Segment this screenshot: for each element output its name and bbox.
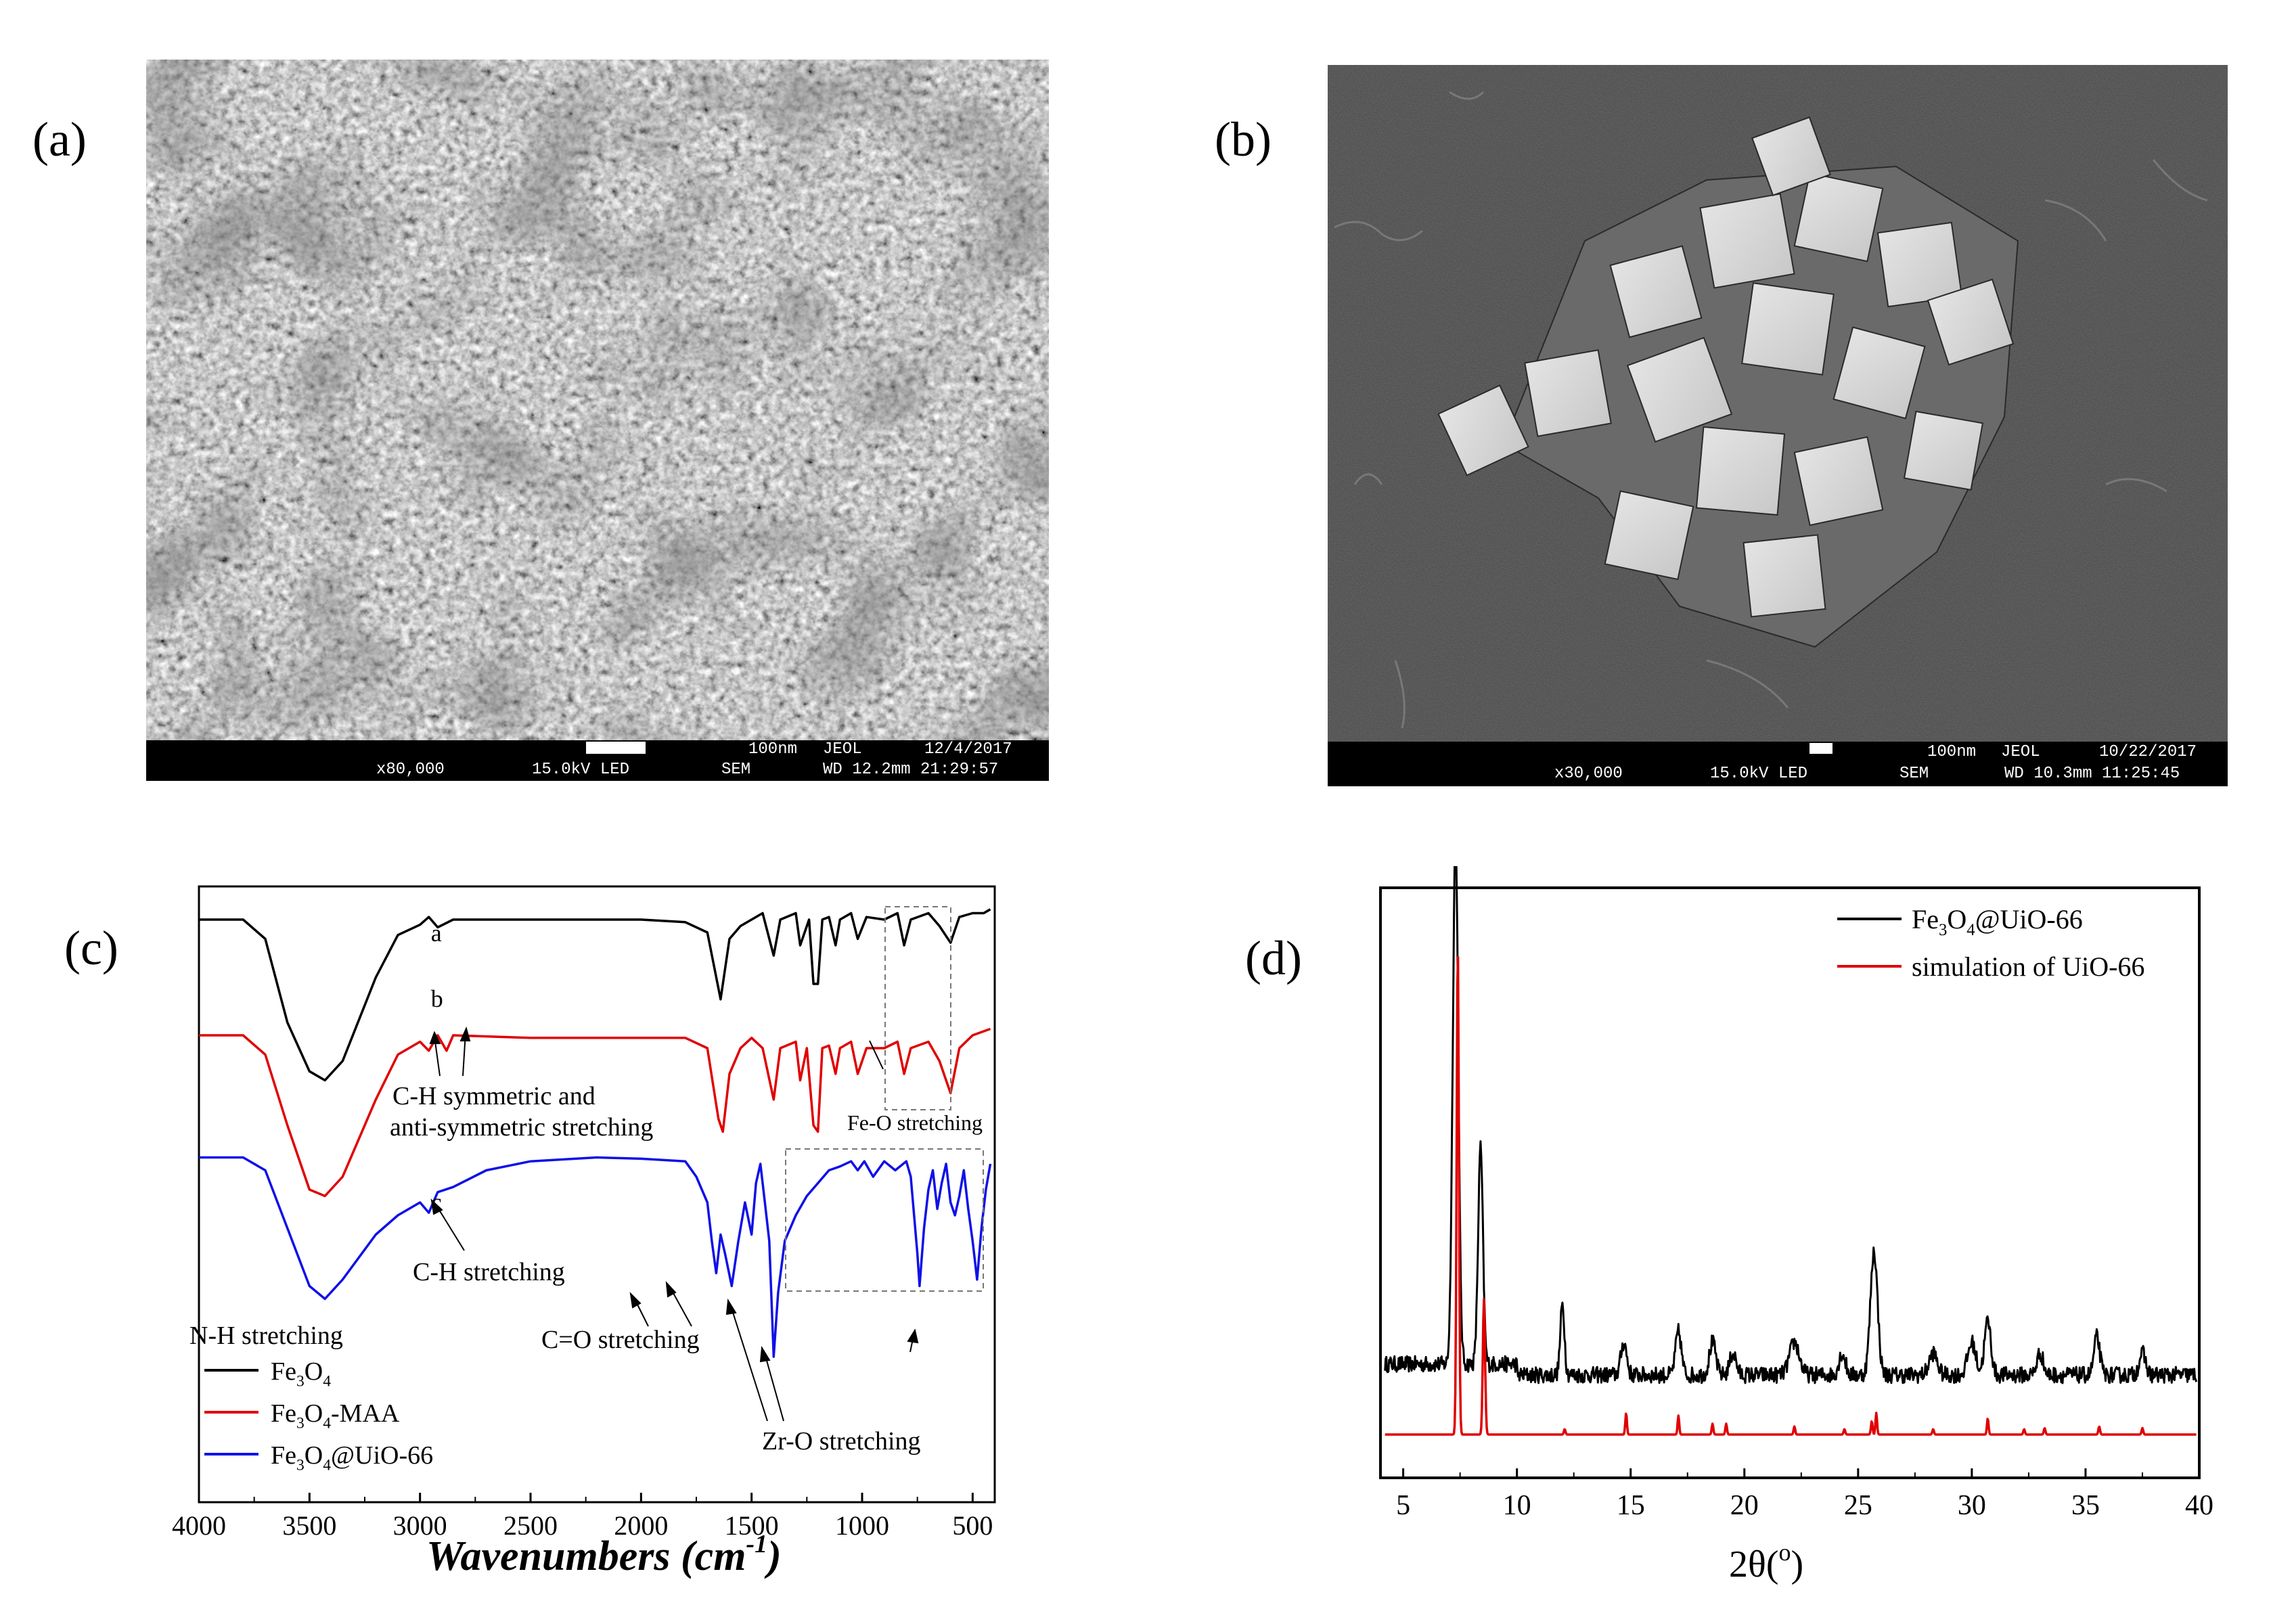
- voltage-label-b: 15.0kV LED: [1710, 765, 1808, 783]
- sem-databar-b: 100nm JEOL 10/22/2017 x30,000 15.0kV LED…: [1328, 742, 2228, 786]
- xrd-plot-frame: [1379, 886, 2201, 1479]
- ftir-xtick-label: 4000: [172, 1510, 226, 1541]
- ftir-xtick-label: 1500: [725, 1510, 779, 1541]
- ftir-chart: 4000 3500 3000 2500 2000 1500 1000 500 abc C-H …: [172, 885, 996, 1579]
- ftir-xtick-label: 3000: [393, 1510, 447, 1541]
- xrd-xtick-label: 20: [1730, 1490, 1759, 1521]
- ftir-xtick-label: 3500: [282, 1510, 336, 1541]
- ftir-xtick-label: 1000: [835, 1510, 889, 1541]
- sem-image-b: 100nm JEOL 10/22/2017 x30,000 15.0kV LED…: [1328, 65, 2228, 786]
- ftir-xtick-label: 2500: [503, 1510, 558, 1541]
- panel-label-b: (b): [1215, 112, 1272, 166]
- wd-label-b: WD 10.3mm 11:25:45: [2004, 765, 2180, 783]
- xrd-xtick-label: 25: [1844, 1490, 1872, 1521]
- scale-label-b: 100nm: [1927, 743, 1977, 761]
- wd-label-a: WD 12.2mm 21:29:57: [823, 761, 999, 779]
- scale-bar-b: [1809, 743, 1832, 754]
- xrd-chart: 5 10 15 20 25 30 35 40 Fe3O4@UiO-66 simulation o…: [1379, 866, 2213, 1585]
- panel-label-a: (a): [32, 112, 87, 166]
- ftir-curve-tags: abc: [431, 920, 443, 1216]
- ftir-annotation-arrows: [429, 1027, 919, 1422]
- sem-databar-a: 100nm JEOL 12/4/2017 x80,000 15.0kV LED …: [146, 740, 1049, 781]
- xrd-legend-label-2: simulation of UiO-66: [1912, 951, 2144, 982]
- ftir-series-line-1: [199, 908, 991, 1082]
- ftir-xtick-label: 500: [952, 1510, 993, 1541]
- brand-label-a: JEOL: [823, 740, 862, 759]
- sem-texture-a: [146, 60, 1049, 740]
- sem-image-a: 100nm JEOL 12/4/2017 x80,000 15.0kV LED …: [146, 60, 1049, 781]
- ftir-plot-frame: [198, 885, 996, 1504]
- ftir-x-axis-label: Wavenumbers (cm-1): [426, 1530, 782, 1579]
- annotation-ch: C-H stretching: [413, 1258, 565, 1286]
- ftir-curve-tag-b: b: [431, 985, 443, 1012]
- voltage-label-a: 15.0kV LED: [532, 761, 630, 779]
- sem-texture-b: [1328, 65, 2228, 742]
- zro-highlight-box: [785, 1148, 984, 1292]
- ftir-annotations: C-H symmetric and anti-symmetric stretch…: [189, 1082, 983, 1456]
- magnification-label-a: x80,000: [376, 761, 445, 779]
- panel-label-c: (c): [64, 921, 118, 975]
- date-label-b: 10/22/2017: [2099, 743, 2197, 761]
- xrd-xtick-label: 35: [2071, 1490, 2100, 1521]
- brand-label-b: JEOL: [2001, 743, 2040, 761]
- annotation-nh: N-H stretching: [189, 1322, 343, 1350]
- xrd-series-group: [1384, 866, 2198, 1436]
- scale-bar-a: [586, 742, 646, 754]
- annotation-feo: Fe-O stretching: [847, 1110, 983, 1135]
- xrd-legend: Fe3O4@UiO-66 simulation of UiO-66: [1837, 904, 2144, 982]
- date-label-a: 12/4/2017: [924, 740, 1012, 759]
- xrd-series-line-1: [1384, 866, 2198, 1384]
- annotation-ch-sym-line1: C-H symmetric and: [392, 1082, 595, 1110]
- ftir-series-line-2: [199, 1027, 991, 1198]
- xrd-series-line-2: [1384, 955, 2197, 1436]
- xrd-x-axis-label: 2θ(o): [1729, 1539, 1803, 1585]
- xrd-xticks: 5 10 15 20 25 30 35 40: [1396, 1468, 2213, 1521]
- annotation-co: C=O stretching: [541, 1326, 700, 1354]
- xrd-xtick-label: 15: [1617, 1490, 1645, 1521]
- ftir-legend: Fe3O4 Fe3O4-MAA Fe3O4@UiO-66: [204, 1357, 433, 1474]
- mode-label-b: SEM: [1899, 765, 1929, 783]
- scale-label-a: 100nm: [748, 740, 798, 759]
- ftir-xtick-label: 2000: [614, 1510, 668, 1541]
- ftir-legend-label-2: Fe3O4-MAA: [271, 1399, 400, 1433]
- xrd-xtick-label: 40: [2185, 1490, 2213, 1521]
- ftir-legend-label-1: Fe3O4: [271, 1357, 331, 1391]
- feo-highlight-box: [884, 906, 951, 1110]
- panel-label-d: (d): [1245, 931, 1302, 985]
- ftir-xticks: 4000 3500 3000 2500 2000 1500 1000 500: [172, 1493, 993, 1541]
- ftir-series-group: [199, 908, 992, 1358]
- ftir-curve-tag-a: a: [431, 920, 442, 947]
- annotation-ch-sym-line2: anti-symmetric stretching: [390, 1113, 653, 1142]
- magnification-label-b: x30,000: [1554, 765, 1623, 783]
- mode-label-a: SEM: [721, 761, 751, 779]
- crystal-cluster: [1437, 116, 2019, 648]
- xrd-legend-label-1: Fe3O4@UiO-66: [1912, 904, 2083, 939]
- ftir-series-line-3: [199, 1156, 992, 1358]
- ftir-legend-label-3: Fe3O4@UiO-66: [271, 1441, 433, 1474]
- annotation-zro: Zr-O stretching: [762, 1427, 921, 1456]
- xrd-xtick-label: 30: [1958, 1490, 1986, 1521]
- xrd-xtick-label: 10: [1503, 1490, 1531, 1521]
- xrd-xtick-label: 5: [1396, 1490, 1410, 1521]
